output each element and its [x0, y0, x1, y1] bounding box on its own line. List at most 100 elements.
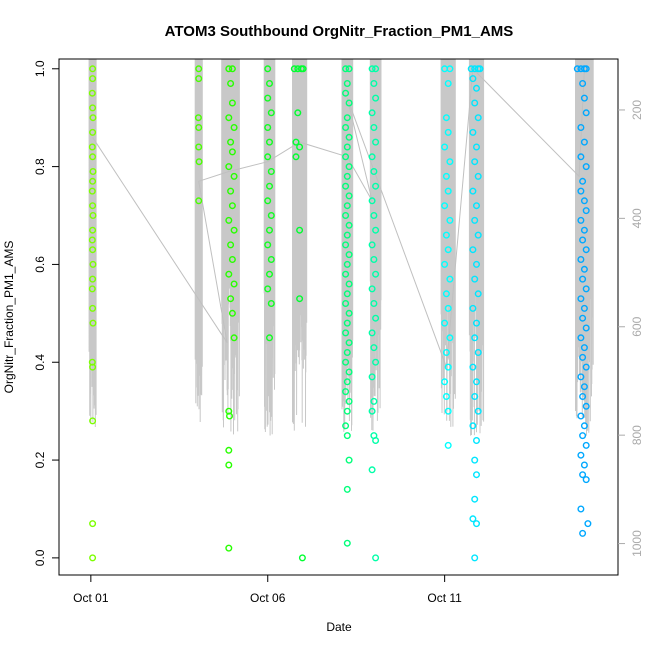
series-4: [264, 65, 275, 342]
data-point: [471, 216, 479, 224]
right-axis-tick-label: 200: [630, 100, 644, 120]
data-point: [266, 334, 274, 342]
data-point: [225, 114, 233, 122]
data-point: [582, 285, 590, 293]
data-point: [342, 182, 350, 190]
data-point: [230, 280, 238, 288]
data-point: [580, 138, 588, 146]
data-point: [89, 554, 97, 562]
data-point: [473, 143, 481, 151]
data-point: [441, 319, 449, 327]
data-point: [368, 329, 376, 337]
data-point: [290, 65, 298, 73]
data-point: [88, 285, 96, 293]
flight-track-2: [194, 58, 203, 423]
data-point: [579, 353, 587, 361]
data-point: [225, 163, 233, 171]
series-7: [368, 65, 380, 562]
data-point: [370, 300, 378, 308]
data-point: [471, 334, 479, 342]
data-point: [227, 241, 235, 249]
connector-lines: [92, 67, 585, 368]
data-point: [444, 187, 452, 195]
y-tick-label: 0.8: [33, 158, 47, 175]
data-point: [225, 412, 233, 420]
data-point: [444, 304, 452, 312]
data-point: [342, 241, 350, 249]
data-point: [370, 211, 378, 219]
data-point: [579, 236, 587, 244]
data-point: [342, 153, 350, 161]
data-point: [345, 339, 353, 347]
data-point: [577, 412, 585, 420]
data-point: [473, 319, 481, 327]
data-point: [89, 75, 97, 83]
data-point: [342, 123, 350, 131]
data-point: [89, 260, 97, 268]
data-point: [582, 109, 590, 117]
data-point: [577, 505, 585, 513]
data-point: [469, 128, 477, 136]
data-point: [343, 349, 351, 357]
data-point: [343, 432, 351, 440]
data-point: [345, 397, 353, 405]
data-point: [573, 65, 581, 73]
data-point: [230, 226, 238, 234]
data-point: [474, 349, 482, 357]
series-6: [342, 65, 353, 547]
data-point: [444, 246, 452, 254]
right-axis-tick-label: 600: [630, 316, 644, 336]
data-point: [441, 260, 449, 268]
data-point: [266, 270, 274, 278]
data-point: [228, 148, 236, 156]
data-point: [580, 422, 588, 430]
data-point: [264, 153, 272, 161]
data-point: [471, 158, 479, 166]
data-point: [471, 554, 479, 562]
data-point: [230, 334, 238, 342]
data-point: [577, 451, 585, 459]
data-point: [577, 334, 585, 342]
data-point: [345, 163, 353, 171]
data-point: [89, 520, 97, 528]
data-point: [446, 158, 454, 166]
data-point: [368, 373, 376, 381]
data-point: [579, 432, 587, 440]
data-point: [195, 65, 203, 73]
data-point: [368, 407, 376, 415]
data-point: [228, 65, 236, 73]
data-point: [89, 128, 97, 136]
data-point: [442, 290, 450, 298]
data-point: [225, 446, 233, 454]
data-point: [582, 402, 590, 410]
data-point: [579, 177, 587, 185]
data-point: [343, 114, 351, 122]
data-point: [469, 75, 477, 83]
data-point: [444, 128, 452, 136]
data-point: [342, 89, 350, 97]
flight-track-3: [221, 58, 240, 435]
data-point: [442, 114, 450, 122]
data-point: [195, 158, 203, 166]
data-point: [580, 304, 588, 312]
data-point: [469, 422, 477, 430]
data-point: [471, 456, 479, 464]
data-point: [225, 544, 233, 552]
data-point: [444, 407, 452, 415]
data-point: [476, 65, 484, 73]
data-point: [342, 65, 350, 73]
data-point: [441, 378, 449, 386]
data-point: [345, 251, 353, 259]
data-points: [88, 65, 592, 562]
data-point: [345, 133, 353, 141]
data-point: [266, 79, 274, 87]
axes: Oct 01 Oct 06 Oct 11 0.0 0.2 0.4 0.6 0.8 1.0 200 4…: [33, 58, 644, 605]
data-point: [444, 441, 452, 449]
data-point: [471, 99, 479, 107]
data-point: [584, 520, 592, 528]
data-point: [582, 324, 590, 332]
data-point: [372, 358, 380, 366]
data-point: [469, 515, 477, 523]
chart-title: ATOM3 Southbound OrgNitr_Fraction_PM1_AM…: [165, 23, 514, 40]
